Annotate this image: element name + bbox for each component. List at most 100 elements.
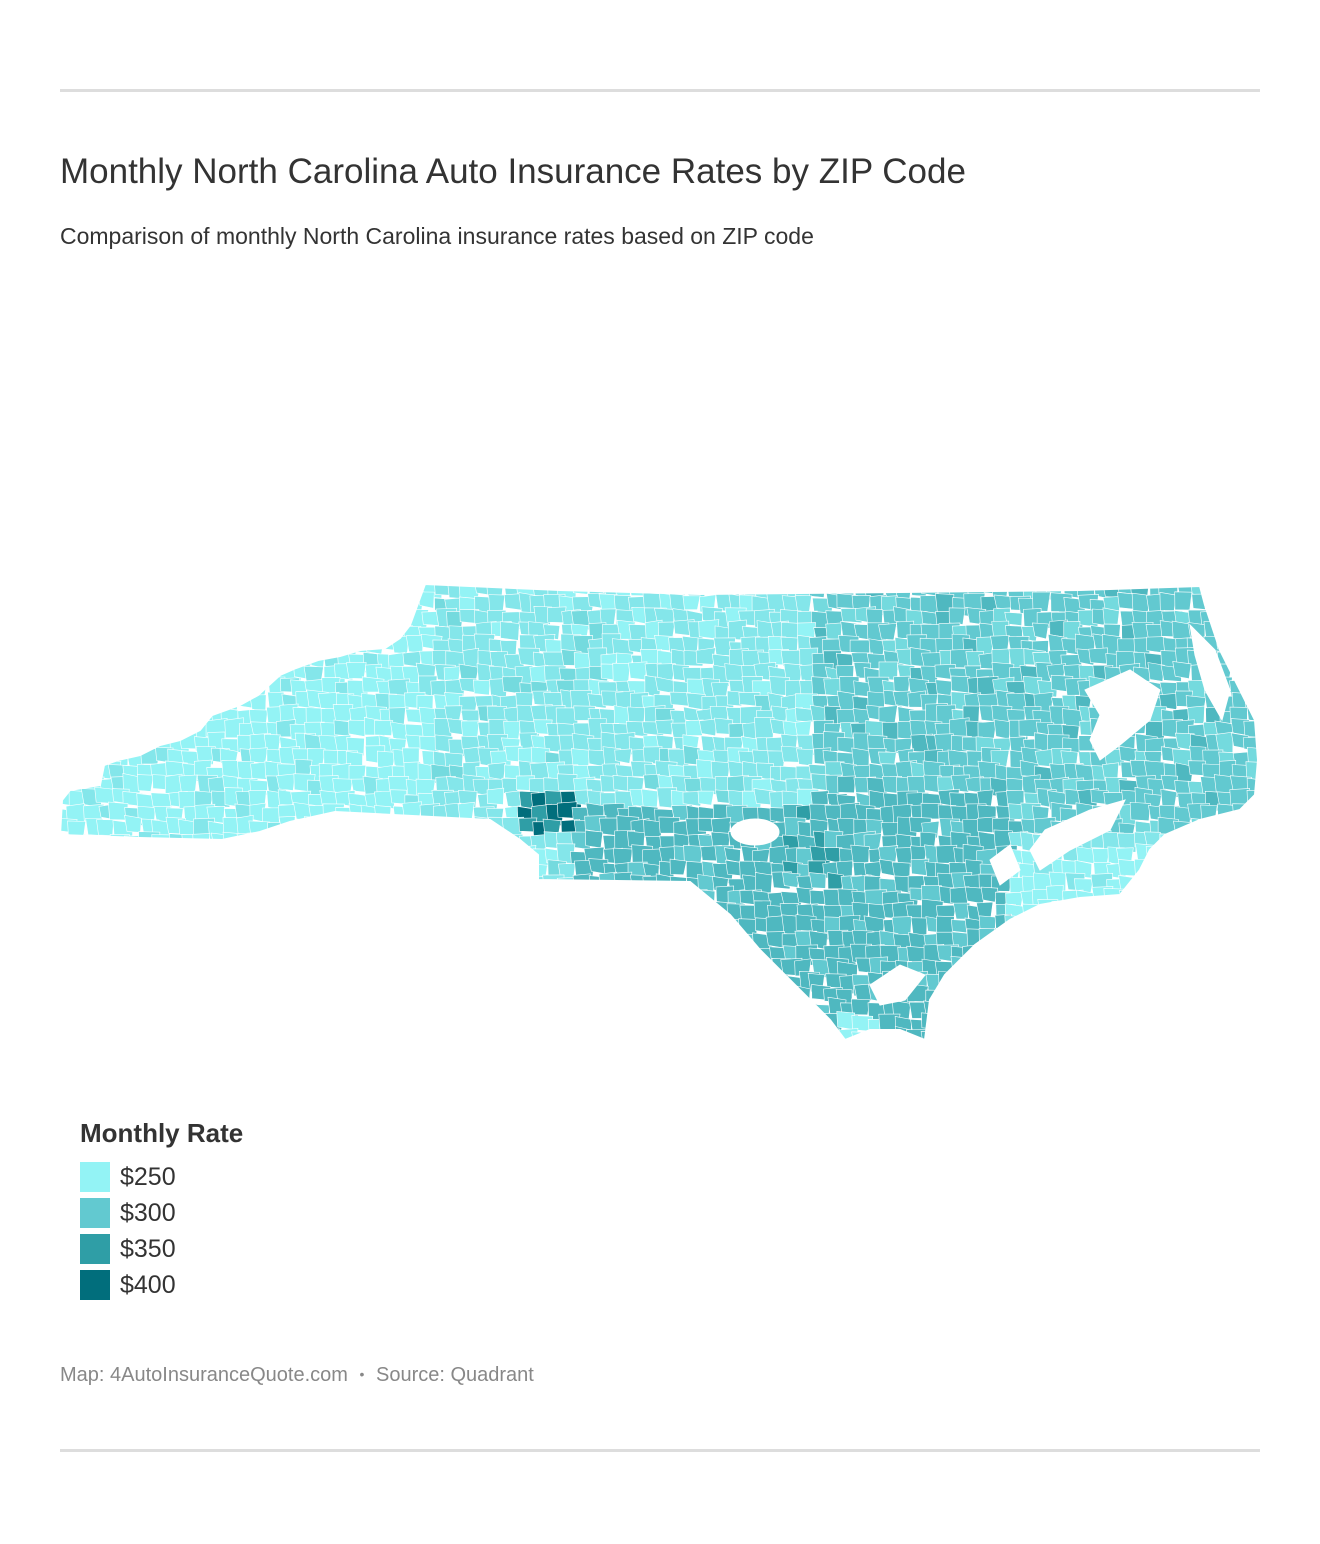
zip-area[interactable] <box>463 821 481 842</box>
zip-area[interactable] <box>1146 962 1164 980</box>
zip-area[interactable] <box>181 638 200 659</box>
zip-area[interactable] <box>82 1044 103 1060</box>
zip-area[interactable] <box>430 915 449 932</box>
zip-area[interactable] <box>94 915 116 938</box>
zip-area[interactable] <box>278 845 297 865</box>
zip-area[interactable] <box>614 1003 636 1022</box>
zip-area[interactable] <box>1260 833 1280 849</box>
zip-area[interactable] <box>1186 843 1207 865</box>
zip-area[interactable] <box>267 1043 288 1059</box>
zip-area[interactable] <box>309 945 330 962</box>
zip-area[interactable] <box>547 1000 569 1017</box>
zip-area[interactable] <box>1231 647 1252 665</box>
zip-area[interactable] <box>55 760 76 779</box>
zip-area[interactable] <box>500 621 520 641</box>
zip-area[interactable] <box>628 661 648 681</box>
zip-area[interactable] <box>56 847 77 868</box>
zip-area[interactable] <box>378 580 399 602</box>
zip-area[interactable] <box>292 988 311 1008</box>
zip-area[interactable] <box>84 988 101 1004</box>
zip-area[interactable] <box>337 929 355 952</box>
zip-area[interactable] <box>126 971 147 993</box>
zip-area[interactable] <box>446 859 468 876</box>
zip-area[interactable] <box>337 945 357 964</box>
zip-area[interactable] <box>165 636 183 652</box>
zip-area[interactable] <box>1218 892 1240 912</box>
zip-area[interactable] <box>575 962 598 983</box>
zip-area[interactable] <box>181 955 203 975</box>
zip-area[interactable] <box>449 837 468 855</box>
zip-area[interactable] <box>182 1015 203 1031</box>
zip-area[interactable] <box>1004 997 1022 1018</box>
zip-area[interactable] <box>1050 984 1070 1006</box>
zip-area[interactable] <box>1172 946 1194 964</box>
zip-area[interactable] <box>138 971 159 988</box>
zip-area[interactable] <box>1258 918 1277 938</box>
zip-area[interactable] <box>1244 875 1261 894</box>
zip-area[interactable] <box>463 1000 486 1021</box>
zip-area[interactable] <box>80 706 99 727</box>
zip-area[interactable] <box>236 1046 257 1060</box>
zip-area[interactable] <box>318 817 337 835</box>
zip-area[interactable] <box>589 1013 608 1035</box>
zip-area[interactable] <box>1200 820 1222 840</box>
zip-area[interactable] <box>135 892 156 911</box>
zip-area[interactable] <box>784 998 802 1016</box>
zip-area[interactable] <box>109 666 130 683</box>
zip-area[interactable] <box>53 859 70 880</box>
zip-area[interactable] <box>1034 931 1056 949</box>
zip-area[interactable] <box>401 871 421 888</box>
zip-area[interactable] <box>490 930 510 949</box>
zip-area[interactable] <box>1203 914 1223 932</box>
zip-area[interactable] <box>391 1015 410 1035</box>
zip-area[interactable] <box>320 943 344 962</box>
zip-area[interactable] <box>1185 832 1206 854</box>
zip-area[interactable] <box>276 773 296 791</box>
zip-area[interactable] <box>205 1011 225 1030</box>
zip-area[interactable] <box>405 862 425 880</box>
zip-area[interactable] <box>486 787 505 805</box>
zip-area[interactable] <box>307 960 325 978</box>
zip-area[interactable] <box>1174 958 1194 975</box>
zip-area[interactable] <box>374 1014 397 1037</box>
zip-area[interactable] <box>487 902 508 923</box>
zip-area[interactable] <box>543 891 565 906</box>
zip-area[interactable] <box>487 971 510 993</box>
zip-area[interactable] <box>713 1027 736 1044</box>
zip-area[interactable] <box>1119 1014 1137 1034</box>
zip-area[interactable] <box>1005 1042 1027 1060</box>
zip-area[interactable] <box>643 999 666 1020</box>
zip-area[interactable] <box>321 580 341 597</box>
zip-area[interactable] <box>1260 592 1276 608</box>
zip-area[interactable] <box>1134 985 1156 1008</box>
zip-area[interactable] <box>1190 890 1209 908</box>
zip-area[interactable] <box>654 931 672 951</box>
zip-area[interactable] <box>335 634 354 652</box>
zip-area[interactable] <box>139 637 162 659</box>
zip-area[interactable] <box>1090 931 1110 952</box>
zip-area[interactable] <box>585 1000 606 1017</box>
zip-area[interactable] <box>1175 833 1197 853</box>
zip-area[interactable] <box>1148 1041 1164 1060</box>
zip-area[interactable] <box>893 675 911 694</box>
zip-area[interactable] <box>1257 648 1274 670</box>
zip-area[interactable] <box>345 929 368 950</box>
zip-area[interactable] <box>403 960 423 977</box>
zip-area[interactable] <box>220 958 240 976</box>
zip-area[interactable] <box>137 595 156 616</box>
zip-area[interactable] <box>345 960 364 977</box>
zip-area[interactable] <box>379 930 402 947</box>
zip-area[interactable] <box>419 944 440 966</box>
zip-area[interactable] <box>1232 850 1251 866</box>
zip-area[interactable] <box>948 985 970 1004</box>
zip-area[interactable] <box>1035 976 1058 994</box>
zip-area[interactable] <box>697 790 715 806</box>
zip-area[interactable] <box>643 892 661 911</box>
zip-area[interactable] <box>94 902 116 919</box>
zip-area[interactable] <box>1243 905 1264 925</box>
zip-area[interactable] <box>1022 1013 1040 1031</box>
zip-area[interactable] <box>322 905 342 925</box>
zip-area[interactable] <box>304 888 323 907</box>
zip-area[interactable] <box>500 901 518 924</box>
zip-area[interactable] <box>377 623 396 645</box>
